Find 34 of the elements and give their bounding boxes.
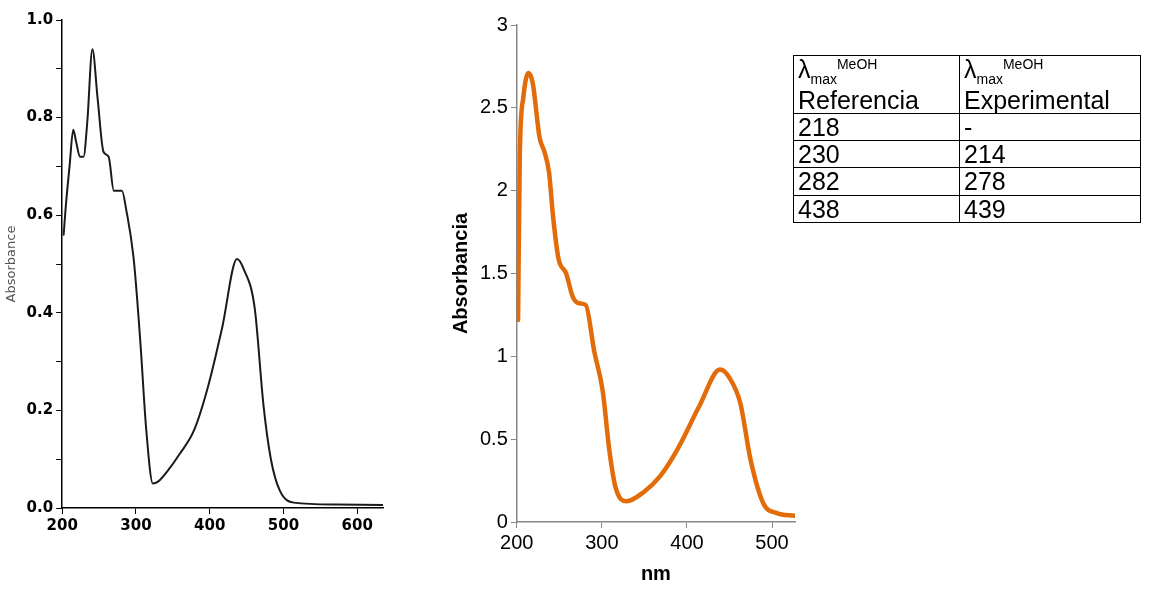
text: 439: [959, 194, 1141, 223]
y-tick-label: 1: [496, 343, 508, 366]
text: 278: [959, 167, 1141, 196]
y-tick-label: 0: [496, 509, 508, 532]
y-tick-label: 2: [496, 178, 508, 201]
text: 230: [793, 140, 960, 169]
y-tick-label: 0.8: [26, 107, 54, 126]
line-series: [516, 70, 795, 518]
text: 282: [793, 167, 960, 196]
x-tick-label: 400: [194, 515, 226, 534]
x-tick-label: 600: [341, 515, 373, 534]
y-tick-label: 1.0: [26, 9, 54, 28]
x-tick-label: 500: [755, 530, 789, 553]
x-tick-label: 300: [585, 530, 619, 553]
y-axis-title: Absorbance: [3, 225, 19, 303]
y-tick-label: 0.5: [479, 426, 508, 449]
y-tick-label: 2.5: [479, 95, 508, 118]
y-tick-label: 3: [496, 12, 508, 35]
text: -: [959, 112, 1141, 141]
y-tick-label: 0.6: [26, 205, 54, 224]
x-tick-label: 300: [120, 515, 152, 534]
y-tick-label: 0.4: [26, 302, 54, 321]
text: 438: [793, 194, 960, 223]
y-axis-title: Absorbancia: [448, 212, 471, 335]
text: 214: [959, 140, 1141, 169]
y-tick-label: 0.2: [26, 400, 54, 419]
x-tick-label: 500: [267, 515, 300, 534]
y-tick-label: 0.0: [26, 497, 54, 516]
x-axis-title: nm: [640, 561, 671, 584]
x-tick-label: 400: [670, 530, 704, 553]
x-tick-label: 200: [500, 530, 534, 553]
y-tick-label: 1.5: [479, 261, 508, 284]
text: 218: [793, 112, 960, 141]
x-tick-label: 200: [46, 515, 78, 534]
